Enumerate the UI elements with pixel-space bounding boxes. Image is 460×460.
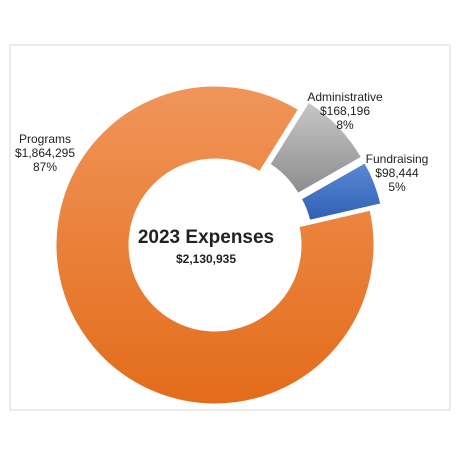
slice-category: Fundraising: [366, 152, 429, 166]
slice-percent-label: 8%: [336, 118, 354, 132]
donut-slice: [266, 98, 365, 197]
slice-percent-label: 5%: [388, 180, 406, 194]
chart-subtitle: $2,130,935: [176, 252, 236, 266]
donut-slice: [53, 83, 377, 407]
slices: [53, 83, 384, 407]
slice-value-label: $1,864,295: [15, 146, 75, 160]
slice-percent-label: 87%: [33, 160, 57, 174]
slice-value-label: $98,444: [375, 166, 419, 180]
slice-category: Administrative: [307, 90, 383, 104]
chart-title: 2023 Expenses: [138, 227, 274, 248]
slice-value-label: $168,196: [320, 104, 370, 118]
slice-category: Programs: [19, 132, 71, 146]
donut-slice: [298, 159, 384, 224]
